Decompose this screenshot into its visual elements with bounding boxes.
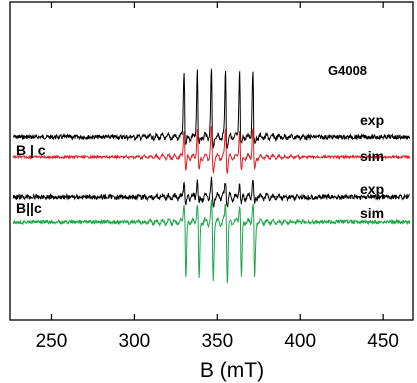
series-label-sim-perp: sim	[360, 148, 384, 164]
series-label-exp-perp: exp	[360, 112, 384, 128]
orientation-label-perp: B | c	[16, 142, 46, 158]
series-label-sim-par: sim	[360, 205, 384, 221]
x-tick-label-300: 300	[119, 331, 151, 352]
x-tick-label-450: 450	[367, 331, 399, 352]
sample-label: G4008	[328, 63, 367, 78]
x-axis-tick-labels: 250 300 350 400 450	[36, 331, 399, 352]
series-line-exp-2	[12, 176, 410, 208]
x-axis-label: B (mT)	[200, 359, 264, 382]
plot-frame	[9, 1, 414, 321]
series-line-exp-0	[12, 68, 411, 150]
series-line-sim-3	[12, 199, 411, 284]
x-axis-ticks	[50, 2, 384, 320]
spectra-layer	[12, 68, 411, 284]
orientation-label-par: B||c	[16, 200, 42, 216]
x-tick-label-350: 350	[201, 331, 233, 352]
series-label-exp-par: exp	[360, 181, 384, 197]
series-line-sim-1	[12, 125, 411, 175]
x-tick-label-250: 250	[36, 331, 68, 352]
x-tick-label-400: 400	[284, 331, 316, 352]
